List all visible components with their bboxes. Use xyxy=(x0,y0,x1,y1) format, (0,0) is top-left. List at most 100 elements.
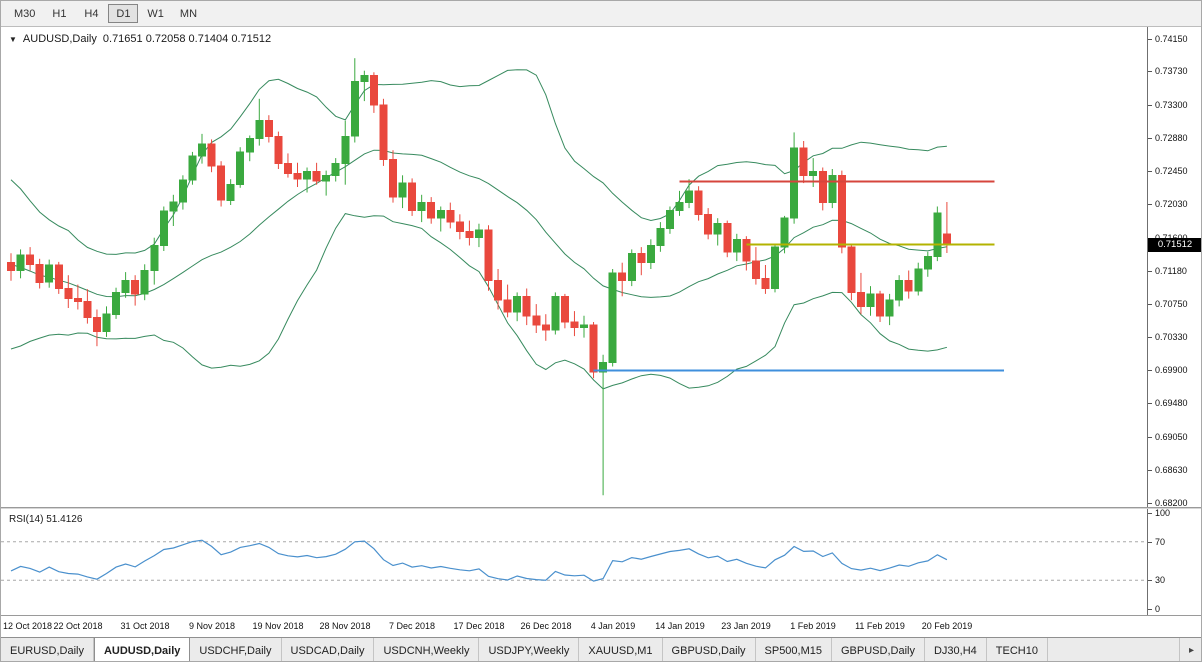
symbol-tab-6-xauusd-m1[interactable]: XAUUSD,M1 xyxy=(579,638,663,661)
date-axis: 12 Oct 2018 22 Oct 2018 31 Oct 2018 9 Nov 2… xyxy=(1,615,1201,637)
candle-body xyxy=(942,233,951,246)
chart-window: ▼ AUDUSD,Daily 0.71651 0.72058 0.71404 0… xyxy=(1,27,1201,637)
candle-body xyxy=(637,252,646,264)
candle-body xyxy=(799,147,808,176)
candle-body xyxy=(608,272,617,364)
candle-body xyxy=(685,190,694,204)
timeframe-button-h1[interactable]: H1 xyxy=(52,7,67,20)
candle-body xyxy=(379,104,388,161)
price-axis-label: 0.74150 xyxy=(1155,34,1188,44)
candle-body xyxy=(780,217,789,248)
candle-body xyxy=(207,143,216,167)
date-axis-label: 22 Oct 2018 xyxy=(53,621,103,631)
price-axis-label: 0.73730 xyxy=(1155,66,1188,76)
symbol-tab-5-usdjpy-weekly[interactable]: USDJPY,Weekly xyxy=(479,638,580,661)
candle-body xyxy=(83,301,92,318)
candle-body xyxy=(599,362,608,373)
date-axis-label: 11 Feb 2019 xyxy=(855,621,905,631)
candle-body xyxy=(933,212,942,258)
candle-body xyxy=(666,209,674,229)
symbol-tab-0-eurusd-daily[interactable]: EURUSD,Daily xyxy=(1,638,94,661)
price-axis-label: 0.70330 xyxy=(1155,332,1188,342)
symbol-tab-7-gbpusd-daily[interactable]: GBPUSD,Daily xyxy=(663,638,756,661)
timeframe-button-m30[interactable]: M30 xyxy=(14,7,36,20)
candle-body xyxy=(159,210,168,246)
price-axis-label: 0.68200 xyxy=(1155,498,1188,508)
price-axis-tick xyxy=(1148,105,1152,106)
candle-body xyxy=(16,254,25,271)
candle-body xyxy=(303,170,312,180)
candle-body xyxy=(847,246,856,293)
candle-body xyxy=(35,263,44,283)
candle-body xyxy=(694,190,703,215)
date-axis-label: 9 Nov 2018 xyxy=(188,621,236,631)
rsi-axis-tick xyxy=(1148,580,1152,581)
candle-body xyxy=(236,151,245,186)
candle-body xyxy=(522,295,531,317)
chart-title: ▼ AUDUSD,Daily 0.71651 0.72058 0.71404 0… xyxy=(9,33,271,45)
rsi-axis-tick xyxy=(1148,609,1152,610)
candle-body xyxy=(389,159,397,198)
candle-body xyxy=(656,227,665,247)
rsi-axis-label: 100 xyxy=(1155,508,1171,518)
rsi-subchart[interactable] xyxy=(1,509,1147,615)
date-axis-label: 14 Jan 2019 xyxy=(655,621,705,631)
price-axis-tick xyxy=(1148,39,1152,40)
candle-body xyxy=(293,173,302,180)
candle-body xyxy=(226,184,235,201)
price-axis-label: 0.72030 xyxy=(1155,199,1188,209)
candle-body xyxy=(761,277,770,289)
candle-body xyxy=(723,223,732,253)
timeframe-button-mn[interactable]: MN xyxy=(179,7,198,20)
candle-body xyxy=(408,182,417,211)
candle-body xyxy=(876,293,885,317)
candle-body xyxy=(895,280,904,301)
symbol-tab-3-usdcad-daily[interactable]: USDCAD,Daily xyxy=(282,638,375,661)
candle-body xyxy=(436,209,445,219)
symbol-tab-11-tech10[interactable]: TECH10 xyxy=(987,638,1048,661)
candle-body xyxy=(475,229,483,239)
timeframe-button-h4[interactable]: H4 xyxy=(84,7,99,20)
pane-splitter[interactable] xyxy=(1,507,1201,509)
candle-body xyxy=(532,315,541,326)
candle-body xyxy=(169,201,178,212)
candle-body xyxy=(790,147,799,219)
price-axis-tick xyxy=(1148,337,1152,338)
candle-body xyxy=(857,291,865,307)
timeframe-button-d1[interactable]: D1 xyxy=(108,4,139,23)
date-axis-label: 26 Dec 2018 xyxy=(520,621,572,631)
symbol-tab-10-dj30-h4[interactable]: DJ30,H4 xyxy=(925,638,987,661)
candle-body xyxy=(245,138,254,153)
symbol-tab-9-gbpusd-daily[interactable]: GBPUSD,Daily xyxy=(832,638,925,661)
candle-body xyxy=(551,295,560,331)
candle-body xyxy=(570,321,579,328)
candle-body xyxy=(866,293,875,307)
symbol-tab-8-sp500-m15[interactable]: SP500,M15 xyxy=(756,638,832,661)
timeframe-button-w1[interactable]: W1 xyxy=(147,7,164,20)
candle-body xyxy=(150,245,159,271)
candle-body xyxy=(93,316,101,332)
bollinger-middle-band xyxy=(10,149,947,298)
candle-body xyxy=(675,202,684,211)
chart-ohlc-values: 0.71651 0.72058 0.71404 0.71512 xyxy=(102,33,272,45)
price-axis-tick xyxy=(1148,71,1152,72)
candle-body xyxy=(914,268,923,292)
candle-body xyxy=(541,324,550,331)
candle-body xyxy=(751,260,760,279)
price-axis-tick xyxy=(1148,304,1152,305)
symbol-tab-1-audusd-daily[interactable]: AUDUSD,Daily xyxy=(93,638,191,661)
date-axis-label: 28 Nov 2018 xyxy=(319,621,371,631)
symbol-tab-2-usdchf-daily[interactable]: USDCHF,Daily xyxy=(190,638,282,661)
candle-body xyxy=(274,135,283,165)
candle-body xyxy=(7,262,15,271)
candle-body xyxy=(398,182,407,198)
candle-body xyxy=(26,254,35,265)
candle-body xyxy=(255,120,264,140)
symbol-tab-4-usdcnh-weekly[interactable]: USDCNH,Weekly xyxy=(374,638,480,661)
main-chart[interactable] xyxy=(1,27,1147,509)
candle-body xyxy=(417,202,426,211)
tab-scroll-right-button[interactable]: ▸ xyxy=(1178,638,1201,661)
candle-body xyxy=(217,165,226,201)
candle-body xyxy=(64,288,73,300)
price-axis: 0.74150 0.73730 0.73300 0.72880 0.72450 0.720… xyxy=(1147,27,1201,637)
